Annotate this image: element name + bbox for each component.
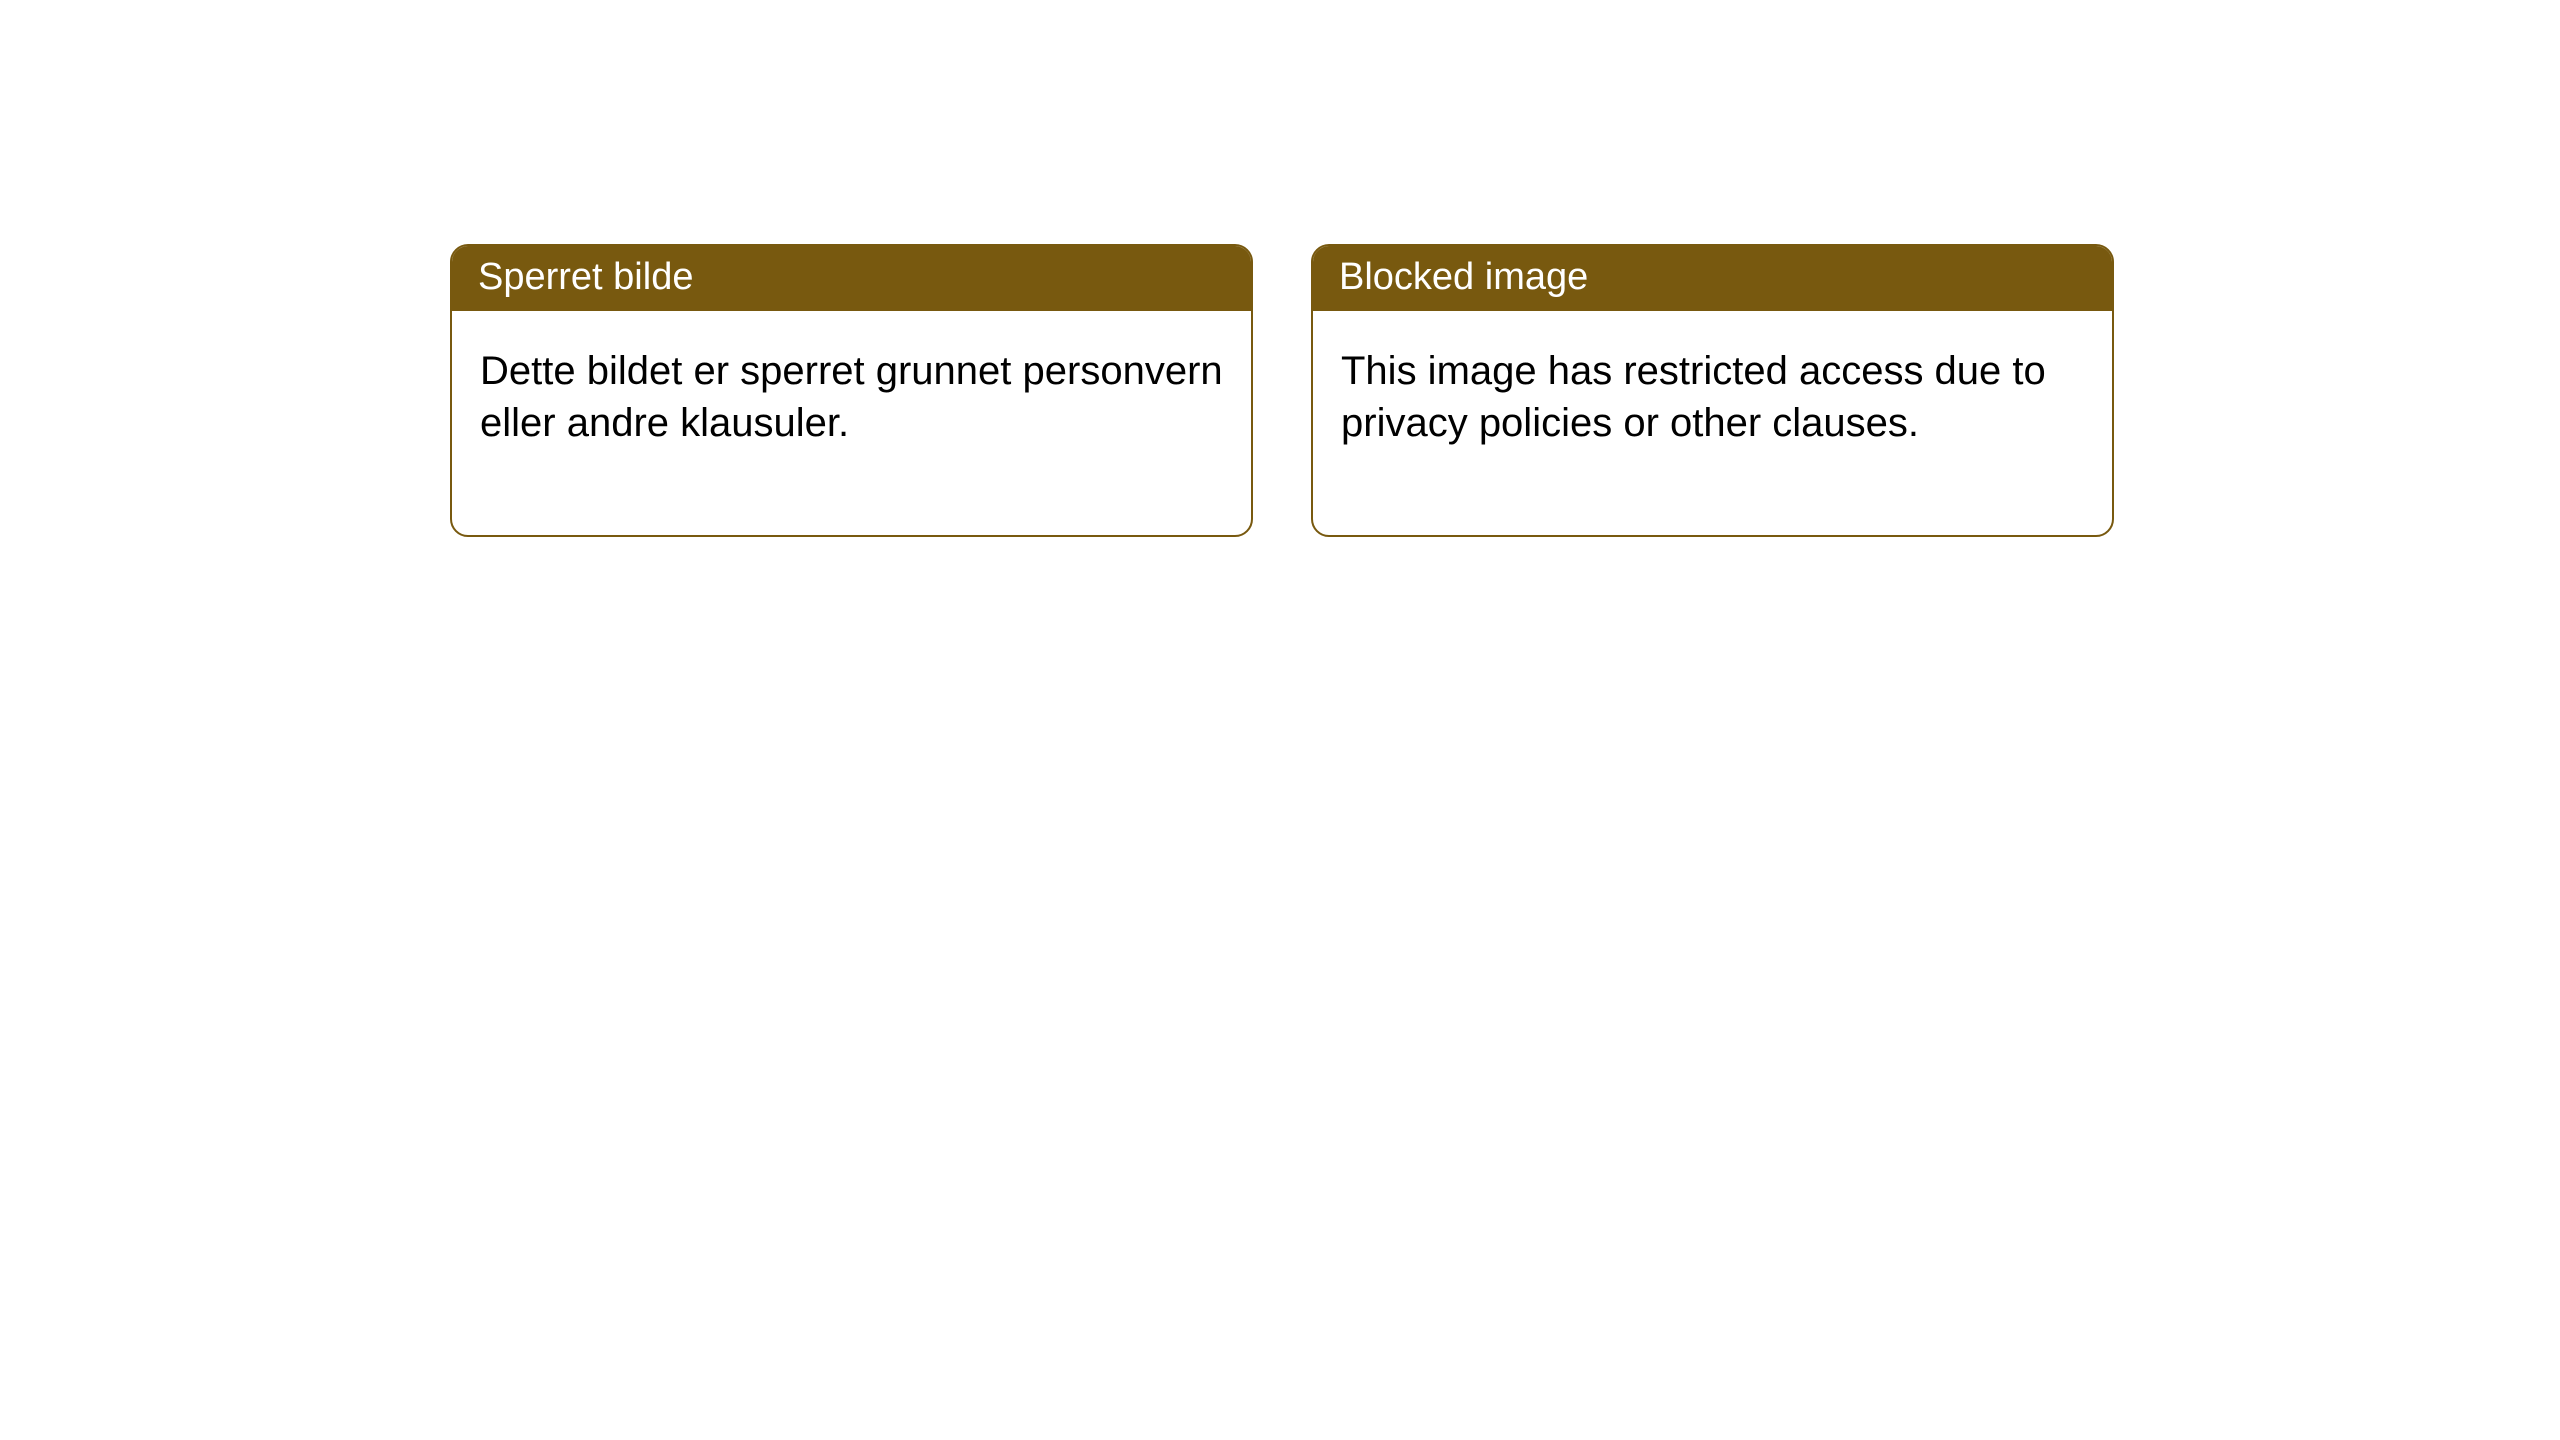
- card-body: Dette bildet er sperret grunnet personve…: [452, 311, 1251, 535]
- card-title: Sperret bilde: [478, 256, 693, 298]
- card-header: Sperret bilde: [452, 246, 1251, 311]
- card-body-text: This image has restricted access due to …: [1341, 349, 2046, 445]
- card-title: Blocked image: [1339, 256, 1588, 298]
- card-body-text: Dette bildet er sperret grunnet personve…: [480, 349, 1223, 445]
- blocked-image-card-no: Sperret bilde Dette bildet er sperret gr…: [450, 244, 1253, 537]
- card-body: This image has restricted access due to …: [1313, 311, 2112, 535]
- blocked-image-card-en: Blocked image This image has restricted …: [1311, 244, 2114, 537]
- cards-container: Sperret bilde Dette bildet er sperret gr…: [0, 0, 2560, 537]
- card-header: Blocked image: [1313, 246, 2112, 311]
